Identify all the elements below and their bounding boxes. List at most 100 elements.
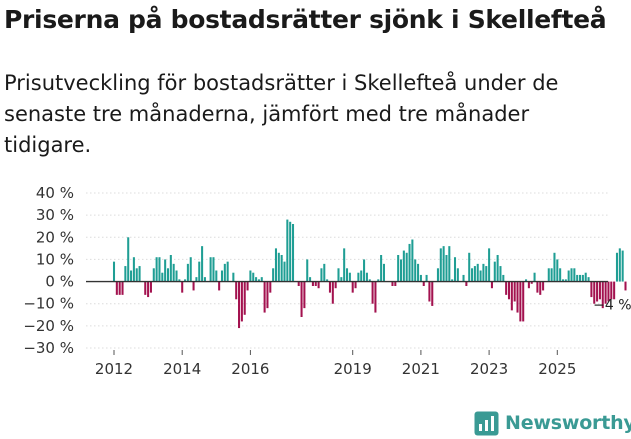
bar [201,246,204,282]
bar [593,281,596,304]
bar [476,263,479,282]
bar [280,255,283,282]
bar [553,252,556,282]
bar [272,268,275,282]
bar [186,263,189,282]
bar [522,281,525,322]
bar [326,279,329,282]
bar [397,255,400,282]
bar [533,272,536,282]
bar [502,274,505,282]
bar [192,281,195,291]
bar [431,281,434,306]
y-tick-label: −20 % [23,317,74,335]
bar [269,281,272,293]
bar [587,277,590,282]
y-tick-label: 20 % [36,228,74,246]
bar [465,281,468,286]
bar [357,272,360,282]
bar [402,250,405,282]
bar [289,221,292,282]
bar [317,281,320,289]
bar [223,263,226,282]
bar [621,250,624,282]
bar [112,261,116,282]
bar [252,272,255,282]
y-tick-label: −30 % [23,339,74,357]
bar [130,270,133,282]
bar [118,281,121,295]
bar [510,281,513,311]
bar [283,261,286,282]
bar [323,263,326,282]
bar [618,248,621,282]
bar [260,277,263,282]
bar [115,281,118,295]
bar [240,281,243,322]
y-tick-label: 10 % [36,250,74,268]
x-tick-label: 2014 [163,360,201,378]
bar [215,270,218,282]
bar [405,252,408,282]
bar [584,272,587,282]
bar [314,281,317,286]
bar [286,219,289,282]
bar [448,246,451,282]
bar [462,274,465,282]
bar [175,270,178,282]
bar [442,246,445,282]
bar [132,257,135,282]
bar [277,252,280,282]
bar [348,272,351,282]
bar [257,279,260,282]
bar [428,281,431,302]
bar [530,281,533,284]
bar [169,255,172,282]
bar [411,239,414,282]
bar [391,281,394,286]
bar [550,268,553,282]
brand-name: Newsworthy [505,412,631,434]
bar [519,281,522,322]
bar [436,268,439,282]
bar [624,281,627,291]
bar [456,268,459,282]
bar [445,255,448,282]
bar [152,268,155,282]
bar [328,281,331,293]
bar [604,281,607,304]
bar [212,257,215,282]
bar [479,270,482,282]
bar [482,263,485,282]
bar [124,266,127,282]
bar [255,277,258,282]
bar [490,281,493,289]
bar [203,277,206,282]
bar [340,277,343,282]
bar [127,237,130,282]
bar [507,281,511,300]
bar [607,281,610,302]
bar [226,261,229,282]
bar [345,268,349,282]
bar [561,279,565,282]
bar [292,224,295,282]
bar [300,281,303,317]
bar [351,281,354,293]
bar [380,255,383,282]
bar [166,268,170,282]
bar-chart: 40 % 30 % 20 % 10 % 0 % −10 % −20 % −30 % 2012 2… [23,184,631,378]
bar [249,270,252,282]
bar [547,268,550,282]
bar [570,268,573,282]
bar [513,281,516,302]
bar [138,266,141,282]
bar [439,248,442,282]
bar [556,259,559,282]
bar [468,252,471,282]
bar [306,259,309,282]
newsworthy-logo-icon [474,411,499,435]
x-tick-label: 2021 [402,360,440,378]
bar [320,268,323,282]
bar [579,274,582,282]
